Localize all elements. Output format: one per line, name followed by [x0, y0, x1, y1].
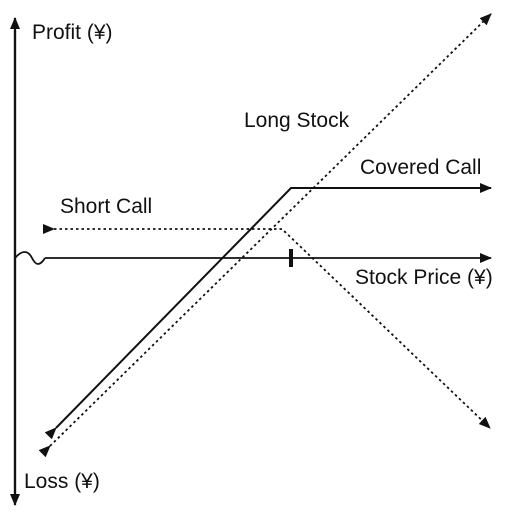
- covered-call-line: [44, 183, 492, 440]
- loss-axis-label: Loss (¥): [24, 470, 100, 493]
- profit-axis-label: Profit (¥): [32, 21, 113, 44]
- short-call-line: [43, 224, 491, 429]
- long-stock-line: [38, 13, 492, 458]
- short-call-label: Short Call: [60, 195, 152, 218]
- axis-break-symbol: [14, 251, 46, 265]
- covered-call-label: Covered Call: [360, 156, 481, 179]
- long-stock-label: Long Stock: [244, 109, 350, 132]
- stock-price-axis-label: Stock Price (¥): [355, 266, 493, 289]
